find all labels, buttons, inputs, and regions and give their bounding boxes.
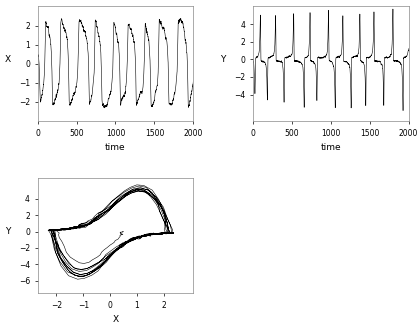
Y-axis label: Y: Y xyxy=(5,227,10,236)
X-axis label: time: time xyxy=(105,143,126,152)
X-axis label: X: X xyxy=(113,315,118,322)
X-axis label: time: time xyxy=(320,143,341,152)
Y-axis label: Y: Y xyxy=(220,55,226,64)
Y-axis label: X: X xyxy=(5,55,11,64)
